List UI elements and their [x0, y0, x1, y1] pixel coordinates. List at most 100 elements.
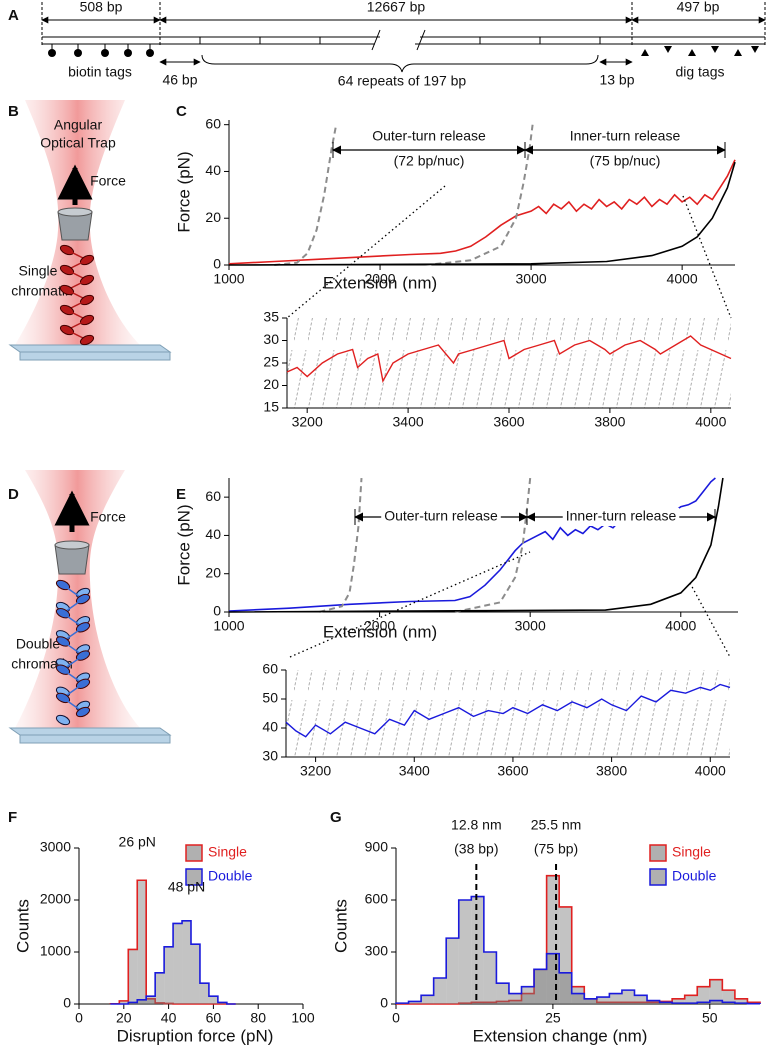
biotin-tag	[124, 49, 132, 57]
inset-background	[287, 318, 731, 408]
biotin-tag	[48, 49, 56, 57]
segment-label: 508 bp	[80, 0, 123, 15]
y-tick-label: 900	[365, 839, 389, 855]
x-tick-label: 3600	[497, 763, 528, 779]
reference-curve	[454, 477, 532, 613]
histogram-outline	[395, 895, 761, 1005]
y-tick-label: 0	[380, 995, 388, 1011]
x-tick-label: 2000	[364, 618, 395, 634]
histogram-bar	[672, 998, 685, 1004]
biotin-tag	[74, 49, 82, 57]
dig-tag	[664, 46, 672, 53]
panel-label: D	[8, 486, 19, 503]
y-tick-label: 300	[365, 943, 389, 959]
y-axis-label: Counts	[331, 899, 350, 953]
y-tick-label: 35	[263, 309, 279, 325]
histogram-bar	[709, 979, 723, 1004]
repeat-brace	[201, 54, 599, 73]
x-tick-label: 25	[545, 1010, 561, 1026]
y-tick-label: 3000	[40, 839, 71, 855]
annotation: Outer-turn release	[372, 128, 486, 144]
y-axis-label: Counts	[13, 899, 32, 953]
x-tick-label: 4000	[667, 271, 698, 287]
repeat-label: 64 repeats of 197 bp	[338, 73, 467, 89]
annotation-background	[562, 508, 680, 526]
histogram-bar	[559, 972, 572, 1004]
data-line	[286, 335, 732, 384]
legend-swatch	[185, 844, 203, 862]
legend-swatch	[649, 868, 667, 886]
inset-background	[286, 670, 730, 757]
histogram-outline	[110, 920, 236, 1005]
histogram-bar	[508, 993, 522, 1004]
histogram-outline	[109, 879, 236, 1005]
histogram-bar	[164, 946, 174, 1004]
nucleosome	[55, 714, 71, 726]
x-axis-label: Extension (nm)	[323, 622, 437, 641]
histogram-bar	[483, 952, 497, 1004]
data-line	[228, 161, 736, 266]
histogram-bar	[621, 1002, 635, 1004]
y-tick-label: 20	[205, 209, 221, 225]
legend-label: Single	[672, 844, 711, 860]
panel-label: A	[8, 7, 19, 24]
nucleosome	[75, 706, 91, 718]
x-tick-label: 3200	[292, 414, 323, 430]
legend-label: Double	[208, 868, 253, 884]
y-tick-label: 1000	[40, 943, 71, 959]
y-tick-label: 25	[263, 354, 279, 370]
histogram-bar	[458, 900, 472, 1004]
sample-label: Single	[19, 263, 58, 279]
annotation-sublabel: (72 bp/nuc)	[394, 153, 465, 169]
histogram-bar	[446, 938, 459, 1004]
break-mark	[371, 29, 426, 51]
repeat-tick	[199, 37, 601, 44]
histogram-bar	[584, 998, 597, 1004]
x-tick-label: 40	[161, 1010, 177, 1026]
histogram-bar	[471, 896, 484, 1004]
x-tick-label: 3000	[516, 271, 547, 287]
x-tick-label: 4000	[695, 414, 726, 430]
y-tick-label: 0	[213, 603, 221, 619]
histogram-bar	[137, 880, 147, 1004]
x-tick-label: 20	[116, 1010, 132, 1026]
histogram-bar	[634, 995, 648, 1004]
chromatin-fiber	[59, 244, 95, 346]
y-tick-label: 2000	[40, 891, 71, 907]
annotation: Inner-turn release	[566, 508, 677, 524]
nucleosome	[79, 334, 95, 346]
histogram-bar	[609, 1002, 622, 1004]
marker-sublabel: (38 bp)	[454, 841, 498, 857]
panel-label: G	[330, 809, 342, 826]
x-tick-label: 3200	[300, 763, 331, 779]
marker-label: 26 pN	[119, 834, 156, 850]
data-line	[285, 683, 731, 738]
force-label: Force	[90, 509, 126, 525]
legend-swatch	[185, 868, 203, 886]
y-tick-label: 60	[205, 115, 221, 131]
y-tick-label: 0	[213, 256, 221, 272]
panel-label: B	[8, 103, 19, 120]
sample-label: chromatin	[11, 283, 72, 299]
x-tick-label: 2000	[364, 271, 395, 287]
glass-slide	[8, 344, 172, 361]
x-tick-label: 80	[250, 1010, 266, 1026]
x-tick-label: 3000	[515, 618, 546, 634]
histogram-bar	[496, 983, 509, 1004]
linker-label: 13 bp	[599, 72, 634, 88]
legend-label: Single	[208, 844, 247, 860]
histogram-bar	[146, 998, 156, 1004]
x-tick-label: 4000	[665, 618, 696, 634]
histogram-bar	[684, 995, 698, 1004]
data-line	[228, 477, 724, 613]
y-tick-label: 40	[205, 526, 221, 542]
y-tick-label: 40	[262, 719, 278, 735]
legend-swatch	[649, 844, 667, 862]
reference-curve	[425, 124, 534, 266]
x-tick-label: 50	[702, 1010, 718, 1026]
y-tick-label: 60	[262, 661, 278, 677]
x-tick-label: 1000	[213, 618, 244, 634]
sample-label: Double	[16, 636, 61, 652]
y-tick-label: 600	[365, 891, 389, 907]
